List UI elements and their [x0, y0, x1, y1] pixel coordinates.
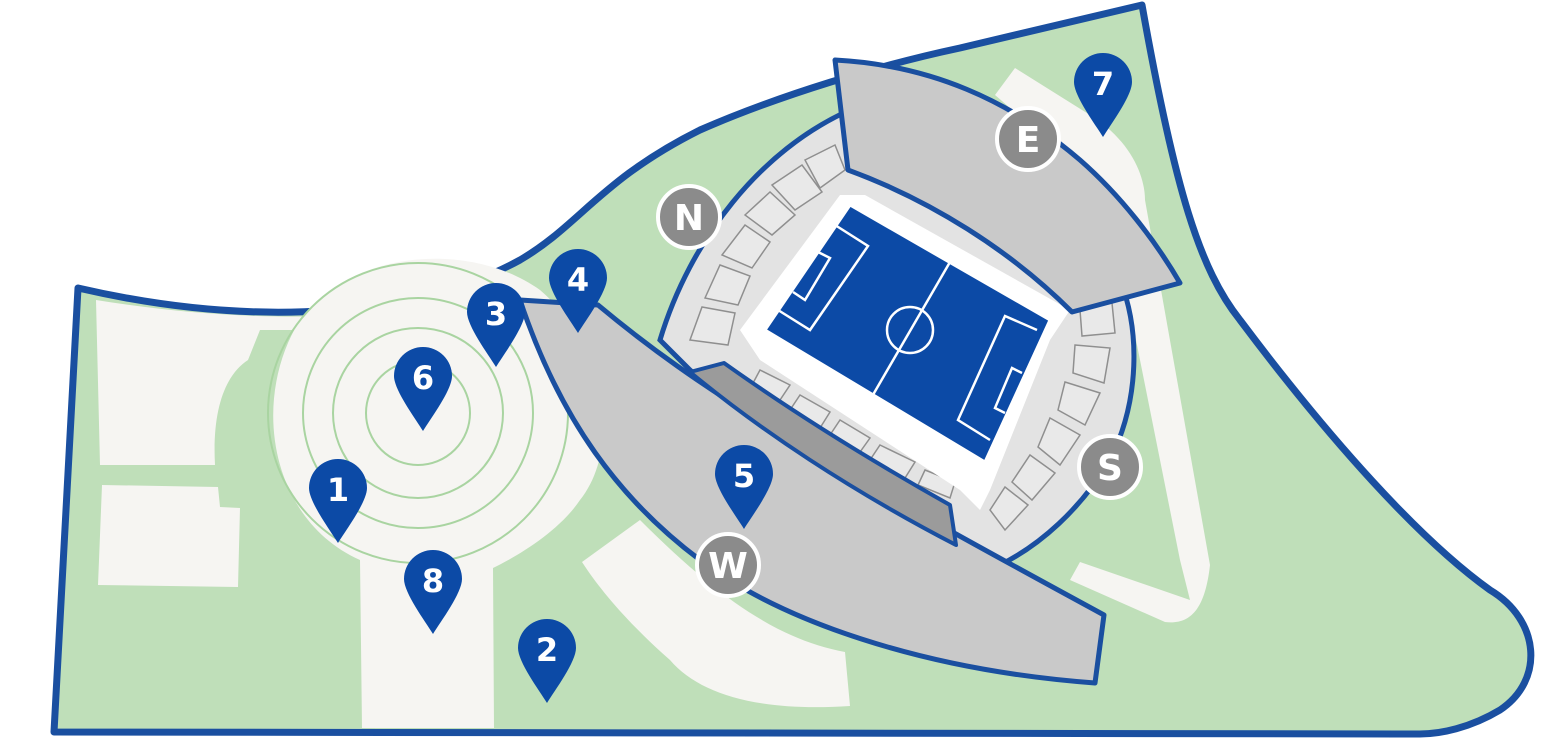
pin-label: 3: [485, 295, 507, 333]
plaza-circle: [273, 258, 604, 728]
east-grandstand-roof[interactable]: [832, 57, 1183, 315]
left-building-block-lower: [98, 485, 240, 587]
gate-circle: [695, 532, 761, 598]
gate-s-badge[interactable]: S: [1077, 434, 1143, 500]
left-building-block: [96, 290, 520, 465]
football-pitch[interactable]: [762, 203, 1052, 465]
pin-label: 1: [327, 471, 349, 509]
seat-section[interactable]: [688, 306, 736, 346]
pin-6[interactable]: 6: [394, 347, 452, 431]
pin-label: 4: [567, 261, 589, 299]
gate-n-badge[interactable]: N: [656, 184, 722, 250]
goal-area-south: [993, 366, 1023, 415]
plaza-ring-2: [302, 297, 534, 529]
gate-label: S: [1097, 448, 1123, 489]
map-pin-icon: [394, 347, 452, 431]
gate-circle: [656, 184, 722, 250]
west-grandstand-lower-tier: [688, 361, 958, 547]
seat-section[interactable]: [1037, 416, 1082, 467]
seating-sections: [688, 143, 1116, 532]
map-pin-icon: [549, 249, 607, 333]
map-pin-icon: [1074, 53, 1132, 137]
gate-e-badge[interactable]: E: [995, 106, 1061, 172]
pin-1[interactable]: 1: [309, 459, 367, 543]
seat-section[interactable]: [989, 485, 1030, 532]
gate-label: E: [1016, 120, 1041, 161]
pin-2[interactable]: 2: [518, 619, 576, 703]
gate-circle: [995, 106, 1061, 172]
pin-8[interactable]: 8: [404, 550, 462, 634]
gate-label: W: [708, 546, 748, 587]
south-walkway: [582, 520, 850, 708]
seat-section[interactable]: [1011, 453, 1057, 502]
seat-section[interactable]: [770, 163, 824, 211]
gate-label: N: [674, 198, 704, 239]
pin-label: 7: [1092, 65, 1114, 103]
map-pin-icon: [518, 619, 576, 703]
centre-circle: [885, 305, 935, 355]
pin-label: 8: [422, 562, 444, 600]
map-pin-icon: [309, 459, 367, 543]
map-pin-icon: [467, 283, 525, 367]
gate-w-badge[interactable]: W: [695, 532, 761, 598]
penalty-box-north: [777, 223, 870, 332]
pin-5[interactable]: 5: [715, 445, 773, 529]
location-pins: 1 2 3 4 5 6 7 8: [309, 53, 1132, 703]
pin-label: 5: [733, 457, 755, 495]
seat-section[interactable]: [1072, 344, 1111, 384]
map-pin-icon: [715, 445, 773, 529]
halfway-line: [868, 261, 952, 401]
seat-section[interactable]: [743, 190, 797, 236]
plaza-ring-3: [332, 327, 504, 499]
seat-section[interactable]: [1057, 381, 1102, 427]
seat-section[interactable]: [720, 223, 772, 269]
penalty-box-south: [956, 314, 1038, 442]
pin-label: 2: [536, 631, 558, 669]
pin-4[interactable]: 4: [549, 249, 607, 333]
seat-section[interactable]: [703, 264, 751, 306]
gate-badges: N E S W: [656, 106, 1143, 598]
seat-section[interactable]: [803, 143, 846, 190]
pin-3[interactable]: 3: [467, 283, 525, 367]
gate-circle: [1077, 434, 1143, 500]
goal-area-north: [792, 250, 832, 302]
map-pin-icon: [404, 550, 462, 634]
pin-label: 6: [412, 359, 434, 397]
pin-7[interactable]: 7: [1074, 53, 1132, 137]
